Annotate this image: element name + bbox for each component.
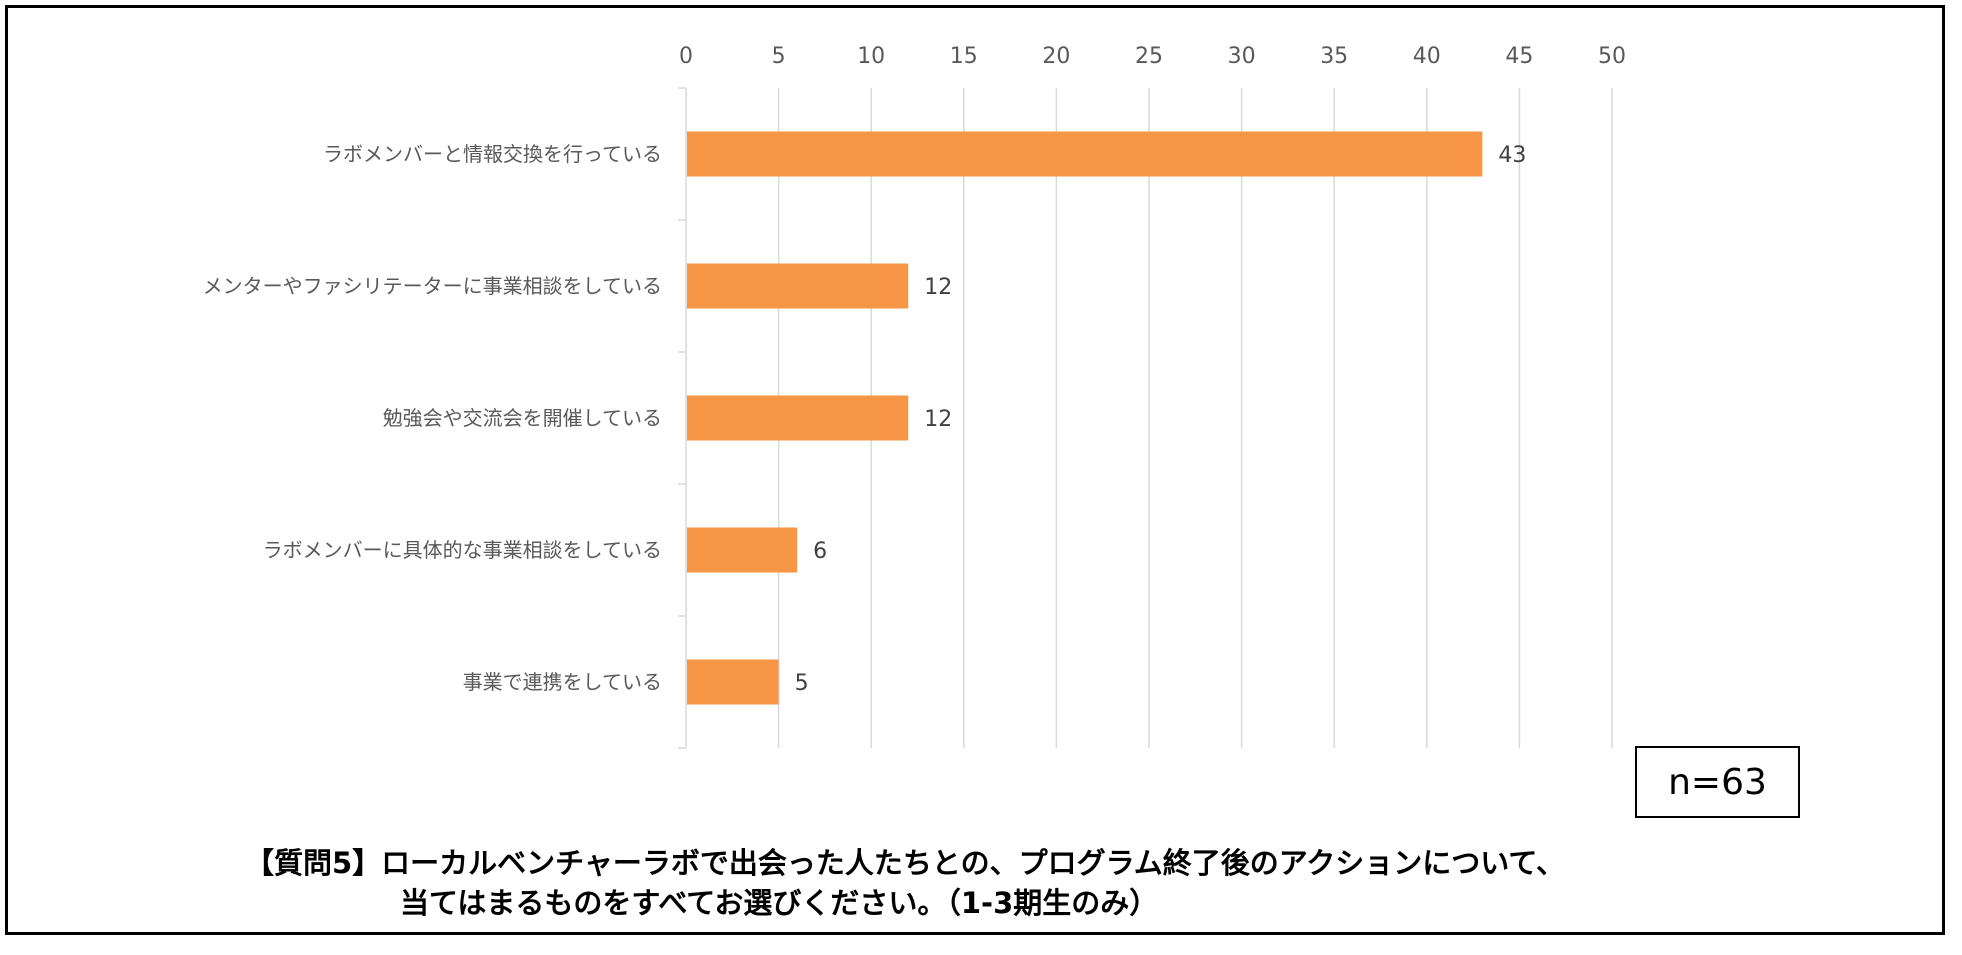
x-tick-label: 10	[857, 44, 885, 69]
x-tick-label: 30	[1228, 44, 1256, 69]
data-label: 5	[795, 671, 809, 696]
bar	[687, 131, 1483, 177]
x-tick-label: 35	[1320, 44, 1348, 69]
category-label: ラボメンバーに具体的な事業相談をしている	[263, 538, 662, 562]
category-label: 勉強会や交流会を開催している	[383, 406, 662, 430]
data-label: 12	[924, 275, 952, 300]
x-tick-label: 50	[1598, 44, 1626, 69]
category-label: 事業で連携をしている	[463, 670, 662, 694]
data-label: 12	[924, 407, 952, 432]
data-label: 6	[813, 539, 827, 564]
x-tick-label: 5	[772, 44, 786, 69]
chart-title-line-1: 【質問5】ローカルベンチャーラボで出会った人たちとの、プログラム終了後のアクショ…	[245, 846, 1565, 880]
x-tick-label: 45	[1505, 44, 1533, 69]
x-tick-label: 20	[1042, 44, 1070, 69]
bar	[687, 395, 909, 441]
x-tick-label: 25	[1135, 44, 1163, 69]
chart-title-line-2: 当てはまるものをすべてお選びください。（1-3期生のみ）	[400, 886, 1159, 920]
x-tick-label: 0	[679, 44, 693, 69]
sample-size-box: n=63	[1635, 746, 1800, 818]
bar	[687, 263, 909, 309]
data-label: 43	[1498, 143, 1526, 168]
category-label: ラボメンバーと情報交換を行っている	[323, 142, 662, 166]
x-tick-label: 40	[1413, 44, 1441, 69]
chart-frame	[5, 5, 1945, 935]
category-label: メンターやファシリテーターに事業相談をしている	[203, 274, 662, 298]
bar	[687, 659, 779, 705]
x-tick-label: 15	[950, 44, 978, 69]
bar	[687, 527, 798, 573]
